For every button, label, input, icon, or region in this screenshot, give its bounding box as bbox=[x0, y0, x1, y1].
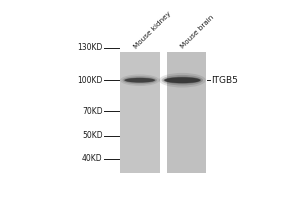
Text: 50KD: 50KD bbox=[82, 131, 103, 140]
Text: 70KD: 70KD bbox=[82, 107, 103, 116]
Bar bbox=[120, 52, 160, 173]
Ellipse shape bbox=[159, 73, 206, 88]
Text: 40KD: 40KD bbox=[82, 154, 103, 163]
Text: 130KD: 130KD bbox=[77, 43, 103, 52]
Text: Mouse kidney: Mouse kidney bbox=[133, 11, 173, 50]
Ellipse shape bbox=[125, 78, 155, 83]
Ellipse shape bbox=[122, 76, 157, 84]
Text: 100KD: 100KD bbox=[77, 76, 103, 85]
Ellipse shape bbox=[124, 77, 156, 83]
Ellipse shape bbox=[120, 74, 159, 86]
Text: Mouse brain: Mouse brain bbox=[180, 15, 215, 50]
Ellipse shape bbox=[162, 75, 203, 85]
Bar bbox=[167, 52, 206, 173]
Ellipse shape bbox=[164, 77, 201, 84]
Text: ITGB5: ITGB5 bbox=[211, 76, 238, 85]
Ellipse shape bbox=[164, 77, 200, 83]
